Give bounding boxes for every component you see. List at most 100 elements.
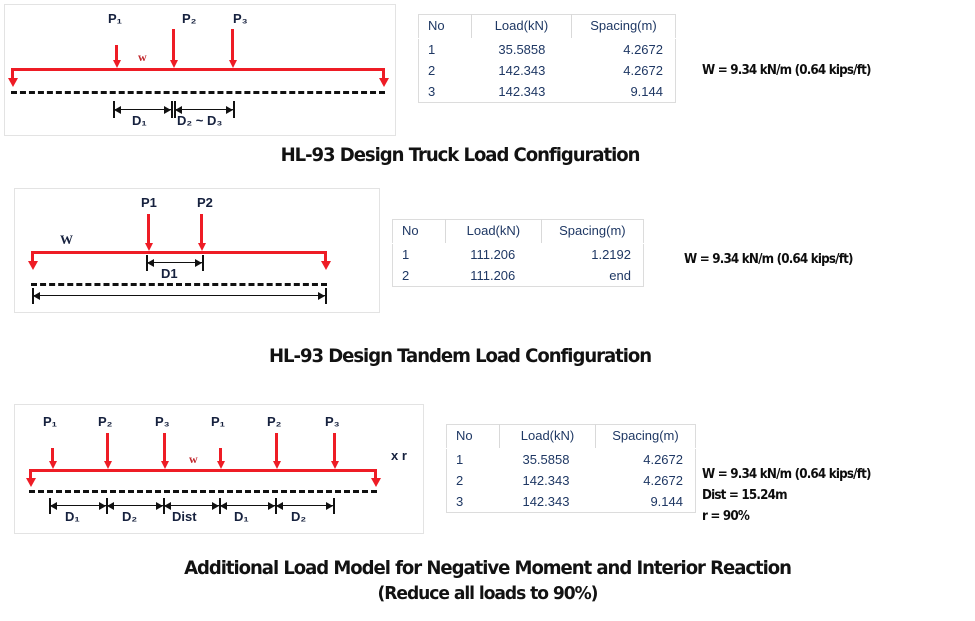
negmoment-dim-tick-5 bbox=[333, 498, 335, 514]
tandem-load-arrow-p2-stem bbox=[200, 214, 203, 246]
tandem-cell-load-2: 111.206 bbox=[470, 268, 516, 283]
negmoment-dim-d2b-line bbox=[276, 505, 333, 506]
negmoment-load-label-p1b: P₁ bbox=[211, 414, 226, 429]
negmoment-udl-left-arrow bbox=[25, 478, 36, 487]
truck-th-no: No bbox=[418, 14, 472, 39]
negmoment-dim-tick-1 bbox=[106, 498, 108, 514]
tandem-udl-right-stem bbox=[324, 251, 327, 264]
tandem-load-arrow-p1-stem bbox=[147, 214, 150, 246]
negmoment-load-label-p2b: P₂ bbox=[267, 414, 282, 429]
truck-dim-d2d3-arrow-left bbox=[175, 106, 182, 114]
negmoment-dim-d2b-label: D₂ bbox=[291, 509, 307, 524]
truck-udl-right-arrow bbox=[378, 78, 389, 87]
negmoment-arrow-p2b-head bbox=[272, 461, 281, 469]
truck-load-arrow-p1-head bbox=[112, 60, 121, 68]
tandem-caption: HL-93 Design Tandem Load Configuration bbox=[268, 345, 652, 367]
truck-cell-no-2: 2 bbox=[428, 63, 436, 78]
truck-dim-d2d3-label: D₂ ~ D₃ bbox=[177, 113, 223, 128]
tandem-beam-line bbox=[31, 283, 327, 286]
table-row: 1 35.5858 4.2672 bbox=[447, 449, 696, 471]
negmoment-beam-line bbox=[29, 490, 377, 493]
negmoment-arrow-p3a-stem bbox=[163, 433, 166, 464]
negmoment-udl-label: w bbox=[189, 452, 198, 466]
negmoment-cell-load-1: 35.5858 bbox=[522, 452, 570, 467]
negmoment-udl-right-arrow bbox=[370, 478, 381, 487]
table-row: 3 142.343 9.144 bbox=[419, 81, 676, 103]
negmoment-dim-d2b-arrow-left bbox=[276, 502, 283, 510]
truck-load-arrow-p3-stem bbox=[231, 29, 234, 63]
negmoment-table-header-row: No Load(kN) Spacing(m) bbox=[446, 424, 696, 449]
negmoment-cell-spacing-2: 4.2672 bbox=[643, 473, 683, 488]
truck-load-arrow-p3-head bbox=[228, 60, 237, 68]
table-row: 1 35.5858 4.2672 bbox=[419, 39, 676, 61]
negmoment-dim-dist-arrow-left bbox=[164, 502, 171, 510]
negmoment-cell-load-3: 142.343 bbox=[522, 494, 570, 509]
table-row: 2 111.206 end bbox=[393, 265, 644, 287]
tandem-dim-d1-arrow-left bbox=[147, 259, 154, 267]
negmoment-arrow-p2a-head bbox=[103, 461, 112, 469]
negmoment-dim-d1b-label: D₁ bbox=[234, 509, 249, 524]
negmoment-dim-d1a-arrow-right bbox=[99, 502, 106, 510]
tandem-th-load: Load(kN) bbox=[445, 219, 542, 244]
truck-load-label-p1: P₁ bbox=[108, 11, 123, 26]
table-row: 2 142.343 4.2672 bbox=[447, 470, 696, 491]
truck-dim-d1-label: D₁ bbox=[132, 113, 147, 128]
negmoment-arrow-p3b-head bbox=[330, 461, 339, 469]
negmoment-th-load: Load(kN) bbox=[499, 424, 596, 449]
tandem-dim-d1-label: D1 bbox=[161, 266, 178, 281]
tandem-span-tick-left bbox=[32, 288, 34, 304]
negmoment-dim-d2b-arrow-right bbox=[326, 502, 333, 510]
negmoment-dim-tick-4 bbox=[275, 498, 277, 514]
truck-dim-d2d3-arrow-right bbox=[226, 106, 233, 114]
truck-load-label-p3: P₃ bbox=[233, 11, 248, 26]
negmoment-dim-d1a-line bbox=[50, 505, 106, 506]
negmoment-cell-no-2: 2 bbox=[456, 473, 464, 488]
truck-dim-d1-tick-left bbox=[113, 101, 115, 118]
tandem-load-table: No Load(kN) Spacing(m) 1 111.206 1.2192 … bbox=[392, 219, 644, 287]
negmoment-dim-tick-0 bbox=[49, 498, 51, 514]
tandem-dim-d1-line bbox=[147, 262, 202, 263]
tandem-udl-right-arrow bbox=[320, 261, 331, 270]
truck-load-table: No Load(kN) Spacing(m) 1 35.5858 4.2672 … bbox=[418, 14, 676, 103]
negmoment-arrow-p3a-head bbox=[160, 461, 169, 469]
tandem-udl-left-arrow bbox=[27, 261, 38, 270]
truck-diagram-panel: P₁ P₂ P₃ w D₁ D₂ ~ D₃ bbox=[4, 4, 396, 136]
tandem-diagram-panel: P1 P2 W D1 bbox=[14, 188, 380, 313]
negmoment-cell-spacing-3: 9.144 bbox=[650, 494, 683, 509]
tandem-cell-load-1: 111.206 bbox=[470, 247, 516, 262]
truck-cell-spacing-3: 9.144 bbox=[630, 84, 663, 99]
negmoment-udl-left-stem bbox=[29, 469, 32, 481]
truck-cell-spacing-1: 4.2672 bbox=[623, 42, 663, 57]
table-row: 1 111.206 1.2192 bbox=[393, 244, 644, 266]
truck-dim-d1-arrow-right bbox=[164, 106, 171, 114]
negmoment-dim-d1a-arrow-left bbox=[50, 502, 57, 510]
negmoment-dim-dist-arrow-right bbox=[212, 502, 219, 510]
truck-th-spacing: Spacing(m) bbox=[571, 14, 676, 39]
negmoment-udl-line bbox=[29, 469, 377, 472]
negmoment-arrow-p2b-stem bbox=[275, 433, 278, 464]
negmoment-diagram-panel: P₁ P₂ P₃ P₁ P₂ P₃ w x r bbox=[14, 404, 424, 534]
tandem-span-line bbox=[33, 295, 325, 296]
negmoment-dim-d2a-label: D₂ bbox=[122, 509, 138, 524]
tandem-th-spacing: Spacing(m) bbox=[541, 219, 644, 244]
negmoment-cell-no-3: 3 bbox=[456, 494, 464, 509]
negmoment-dim-d2a-line bbox=[107, 505, 163, 506]
negmoment-arrow-p1a-head bbox=[48, 461, 57, 469]
tandem-cell-spacing-2: end bbox=[609, 268, 631, 283]
tandem-load-label-p1: P1 bbox=[141, 195, 157, 210]
negmoment-dim-dist-label: Dist bbox=[172, 509, 197, 524]
tandem-span-arrow-left bbox=[33, 292, 40, 300]
truck-dim-d2d3-line bbox=[175, 109, 233, 110]
tandem-load-arrow-p1-head bbox=[144, 243, 153, 251]
negmoment-dim-d1a-label: D₁ bbox=[65, 509, 80, 524]
tandem-udl-left-stem bbox=[31, 251, 34, 264]
tandem-cell-no-2: 2 bbox=[402, 268, 410, 283]
negmoment-arrow-p1b-head bbox=[216, 461, 225, 469]
tandem-dim-d1-tick-left bbox=[146, 255, 148, 271]
negmoment-load-label-p1a: P₁ bbox=[43, 414, 58, 429]
truck-caption: HL-93 Design Truck Load Configuration bbox=[280, 144, 641, 166]
truck-cell-load-1: 35.5858 bbox=[498, 42, 546, 57]
negmoment-load-label-p2a: P₂ bbox=[98, 414, 113, 429]
negmoment-dim-d2a-arrow-right bbox=[156, 502, 163, 510]
